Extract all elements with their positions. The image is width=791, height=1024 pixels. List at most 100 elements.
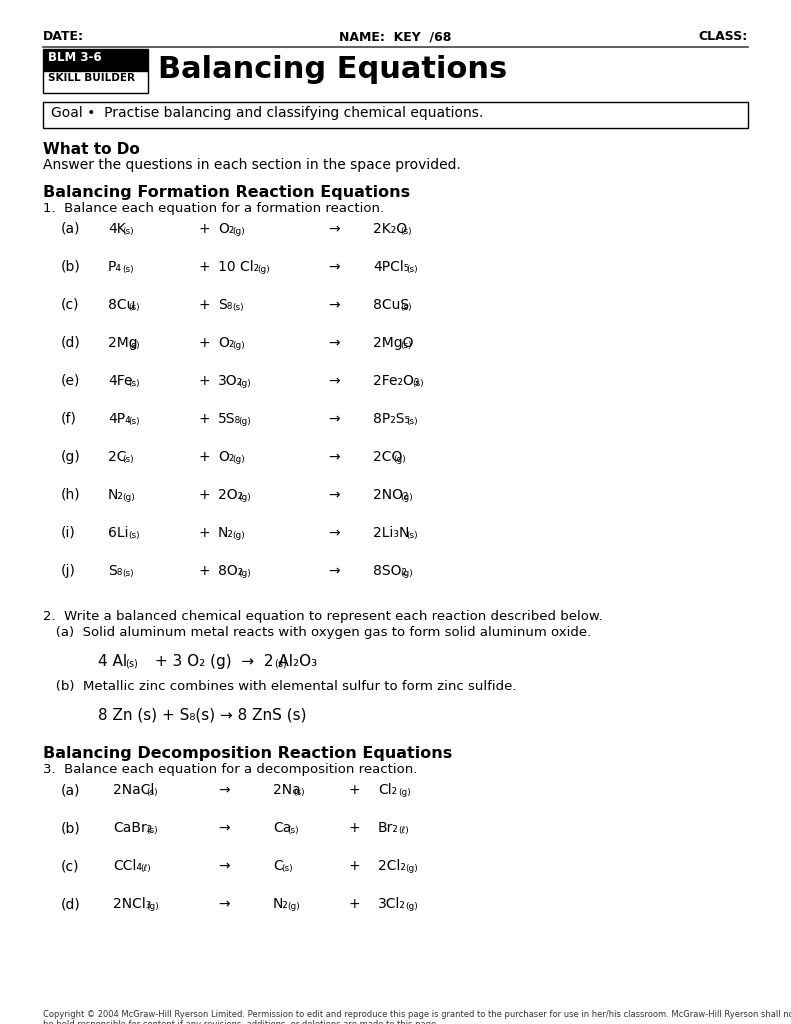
Text: (s): (s) (406, 265, 418, 274)
Text: (e): (e) (61, 374, 81, 388)
Text: +: + (198, 488, 210, 502)
Text: (s): (s) (233, 303, 244, 312)
Text: 10 Cl₂: 10 Cl₂ (218, 260, 259, 274)
Text: +: + (198, 412, 210, 426)
Bar (43, 49, 148, 71)
Text: (s): (s) (287, 826, 299, 835)
Text: +: + (348, 859, 360, 873)
Text: →: → (218, 821, 229, 835)
Text: (g): (g) (405, 864, 418, 873)
Bar (43, 102, 748, 128)
Text: (a)  Solid aluminum metal reacts with oxygen gas to form solid aluminum oxide.: (a) Solid aluminum metal reacts with oxy… (43, 626, 591, 639)
Text: S₈: S₈ (218, 298, 233, 312)
Text: 2C: 2C (108, 450, 127, 464)
Text: 4P₄: 4P₄ (108, 412, 131, 426)
Text: 2CO: 2CO (373, 450, 403, 464)
Text: →: → (328, 564, 339, 578)
Text: P₄: P₄ (108, 260, 122, 274)
Text: +: + (198, 374, 210, 388)
Text: 2Fe₂O₃: 2Fe₂O₃ (373, 374, 419, 388)
Text: (s): (s) (399, 303, 411, 312)
Text: Answer the questions in each section in the space provided.: Answer the questions in each section in … (43, 158, 461, 172)
Text: →: → (328, 222, 339, 236)
Text: Cl₂: Cl₂ (378, 783, 397, 797)
Text: (g): (g) (399, 788, 411, 797)
Text: (g): (g) (399, 569, 413, 578)
Text: N₂: N₂ (218, 526, 234, 540)
Text: 6Li: 6Li (108, 526, 128, 540)
Text: 2Na: 2Na (273, 783, 301, 797)
Text: (s): (s) (129, 379, 140, 388)
Text: + 3 O₂ (g)  →  2 Al₂O₃: + 3 O₂ (g) → 2 Al₂O₃ (149, 654, 317, 669)
Text: SKILL BUILDER: SKILL BUILDER (48, 73, 135, 83)
Text: (g): (g) (405, 902, 418, 911)
Text: +: + (348, 897, 360, 911)
Text: (s): (s) (123, 569, 134, 578)
Text: +: + (198, 260, 210, 274)
Text: 2Li₃N: 2Li₃N (373, 526, 410, 540)
Text: +: + (348, 783, 360, 797)
Text: 8SO₂: 8SO₂ (373, 564, 407, 578)
Text: (s): (s) (129, 341, 140, 350)
Text: What to Do: What to Do (43, 142, 140, 157)
Text: →: → (328, 336, 339, 350)
Text: (h): (h) (61, 488, 81, 502)
Text: (g): (g) (257, 265, 270, 274)
Text: 2NCl₃: 2NCl₃ (113, 897, 151, 911)
Text: 2.  Write a balanced chemical equation to represent each reaction described belo: 2. Write a balanced chemical equation to… (43, 610, 603, 623)
Text: (g): (g) (146, 902, 159, 911)
Text: (s): (s) (123, 455, 134, 464)
Text: 8Cu: 8Cu (108, 298, 135, 312)
Text: 4 Al: 4 Al (98, 654, 127, 669)
Text: N₂: N₂ (108, 488, 124, 502)
Text: N₂: N₂ (273, 897, 289, 911)
Text: 2O₂: 2O₂ (218, 488, 243, 502)
Text: →: → (328, 298, 339, 312)
Text: →: → (328, 526, 339, 540)
Text: O₂: O₂ (218, 336, 234, 350)
Text: 2NO₂: 2NO₂ (373, 488, 408, 502)
Text: (s): (s) (399, 227, 411, 236)
Text: (s): (s) (129, 531, 140, 540)
Text: O₂: O₂ (218, 222, 234, 236)
Text: NAME:  KEY  /68: NAME: KEY /68 (339, 30, 451, 43)
Text: (d): (d) (61, 336, 81, 350)
Text: (g): (g) (233, 227, 245, 236)
Text: (g): (g) (233, 455, 245, 464)
Text: +: + (198, 298, 210, 312)
Text: (g): (g) (123, 493, 135, 502)
Text: (a): (a) (61, 222, 81, 236)
Text: (s): (s) (274, 659, 286, 669)
Text: (g): (g) (233, 531, 245, 540)
Text: (d): (d) (61, 897, 81, 911)
Text: (g): (g) (61, 450, 81, 464)
Text: 2Mg: 2Mg (108, 336, 138, 350)
Text: +: + (348, 821, 360, 835)
Text: 2NaCl: 2NaCl (113, 783, 154, 797)
Text: →: → (328, 488, 339, 502)
Text: O₂: O₂ (218, 450, 234, 464)
Text: +: + (198, 564, 210, 578)
Text: (s): (s) (123, 227, 134, 236)
Text: (s): (s) (129, 417, 140, 426)
Text: (s): (s) (125, 659, 138, 669)
Text: (g): (g) (239, 417, 252, 426)
Text: →: → (328, 450, 339, 464)
Bar (43, 71, 148, 93)
Text: →: → (218, 859, 229, 873)
Text: 8 Zn (s) + S₈(s) → 8 ZnS (s): 8 Zn (s) + S₈(s) → 8 ZnS (s) (98, 708, 306, 723)
Text: (c): (c) (61, 859, 80, 873)
Text: 2Cl₂: 2Cl₂ (378, 859, 406, 873)
Text: (g): (g) (239, 569, 252, 578)
Text: CCl₄: CCl₄ (113, 859, 142, 873)
Text: (f): (f) (61, 412, 77, 426)
Text: (s): (s) (412, 379, 424, 388)
Text: (s): (s) (281, 864, 293, 873)
Text: (g): (g) (287, 902, 300, 911)
Text: (s): (s) (146, 788, 157, 797)
Text: (g): (g) (239, 493, 252, 502)
Text: Balancing Equations: Balancing Equations (158, 55, 507, 84)
Text: +: + (198, 222, 210, 236)
Text: 8CuS: 8CuS (373, 298, 409, 312)
Text: →: → (218, 783, 229, 797)
